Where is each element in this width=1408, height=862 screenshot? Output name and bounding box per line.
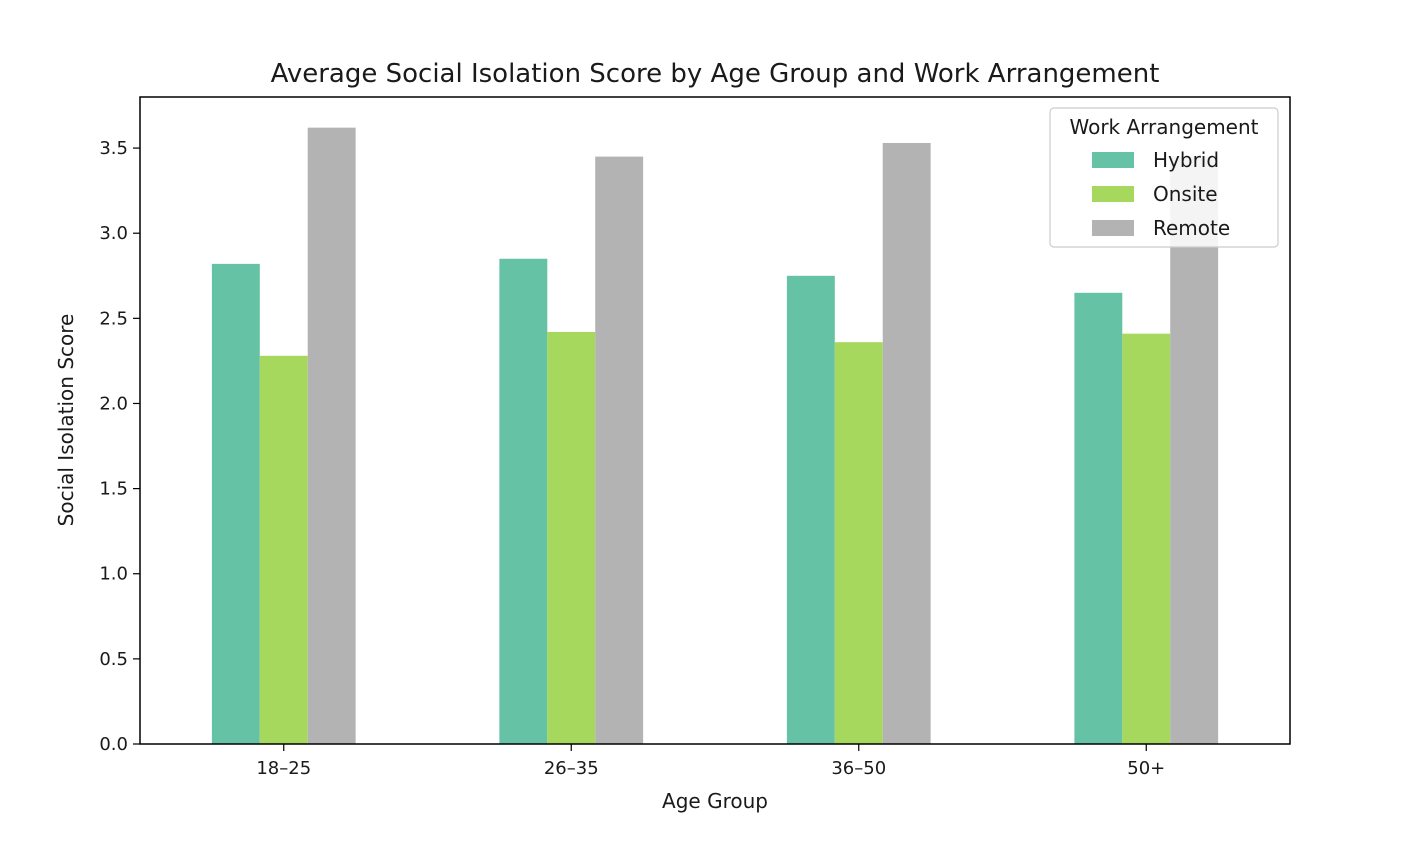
y-tick-label: 1.5 (99, 479, 128, 500)
y-tick-label: 3.5 (99, 138, 128, 159)
y-axis-label: Social Isolation Score (54, 314, 78, 527)
y-axis-ticks: 0.0 0.5 1.0 1.5 2.0 2.5 3.0 3.5 (99, 138, 140, 755)
legend: Work Arrangement Hybrid Onsite Remote (1049, 107, 1279, 248)
bar-onsite-2 (834, 342, 883, 744)
bar-onsite-1 (547, 331, 596, 744)
bar-remote-2 (882, 142, 931, 745)
bar-remote-0 (307, 127, 356, 744)
bar-hybrid-1 (499, 258, 548, 744)
legend-swatch-onsite (1092, 186, 1134, 202)
legend-swatch-hybrid (1092, 152, 1134, 168)
bar-hybrid-2 (786, 275, 835, 744)
legend-items: Hybrid Onsite Remote (1092, 148, 1230, 240)
legend-label-hybrid: Hybrid (1153, 148, 1219, 172)
bar-remote-3 (1170, 156, 1219, 745)
legend-box (1049, 107, 1279, 248)
plot-frame (139, 96, 1291, 745)
bar-onsite-0 (259, 355, 308, 744)
y-tick-label: 2.5 (99, 308, 128, 329)
y-tick-label: 3.0 (99, 223, 128, 244)
bar-remote-1 (595, 156, 644, 745)
legend-title: Work Arrangement (1069, 115, 1258, 139)
y-tick-label: 0.0 (99, 734, 128, 755)
y-tick-label: 1.0 (99, 564, 128, 585)
x-axis-label: Age Group (662, 789, 768, 813)
bar-hybrid-3 (1074, 292, 1123, 744)
legend-label-onsite: Onsite (1153, 182, 1218, 206)
legend-swatch-remote (1092, 220, 1134, 236)
y-tick-label: 2.0 (99, 393, 128, 414)
x-tick-label: 50+ (1127, 758, 1165, 779)
x-tick-label: 36–50 (831, 758, 886, 779)
bars-group (211, 127, 1219, 745)
y-tick-label: 0.5 (99, 649, 128, 670)
x-tick-label: 26–35 (544, 758, 599, 779)
x-tick-label: 18–25 (256, 758, 311, 779)
legend-label-remote: Remote (1153, 216, 1230, 240)
chart-title: Average Social Isolation Score by Age Gr… (271, 59, 1160, 89)
x-axis-ticks: 18–25 26–35 36–50 50+ (256, 744, 1165, 779)
bar-hybrid-0 (211, 263, 260, 744)
bar-onsite-3 (1122, 333, 1171, 744)
